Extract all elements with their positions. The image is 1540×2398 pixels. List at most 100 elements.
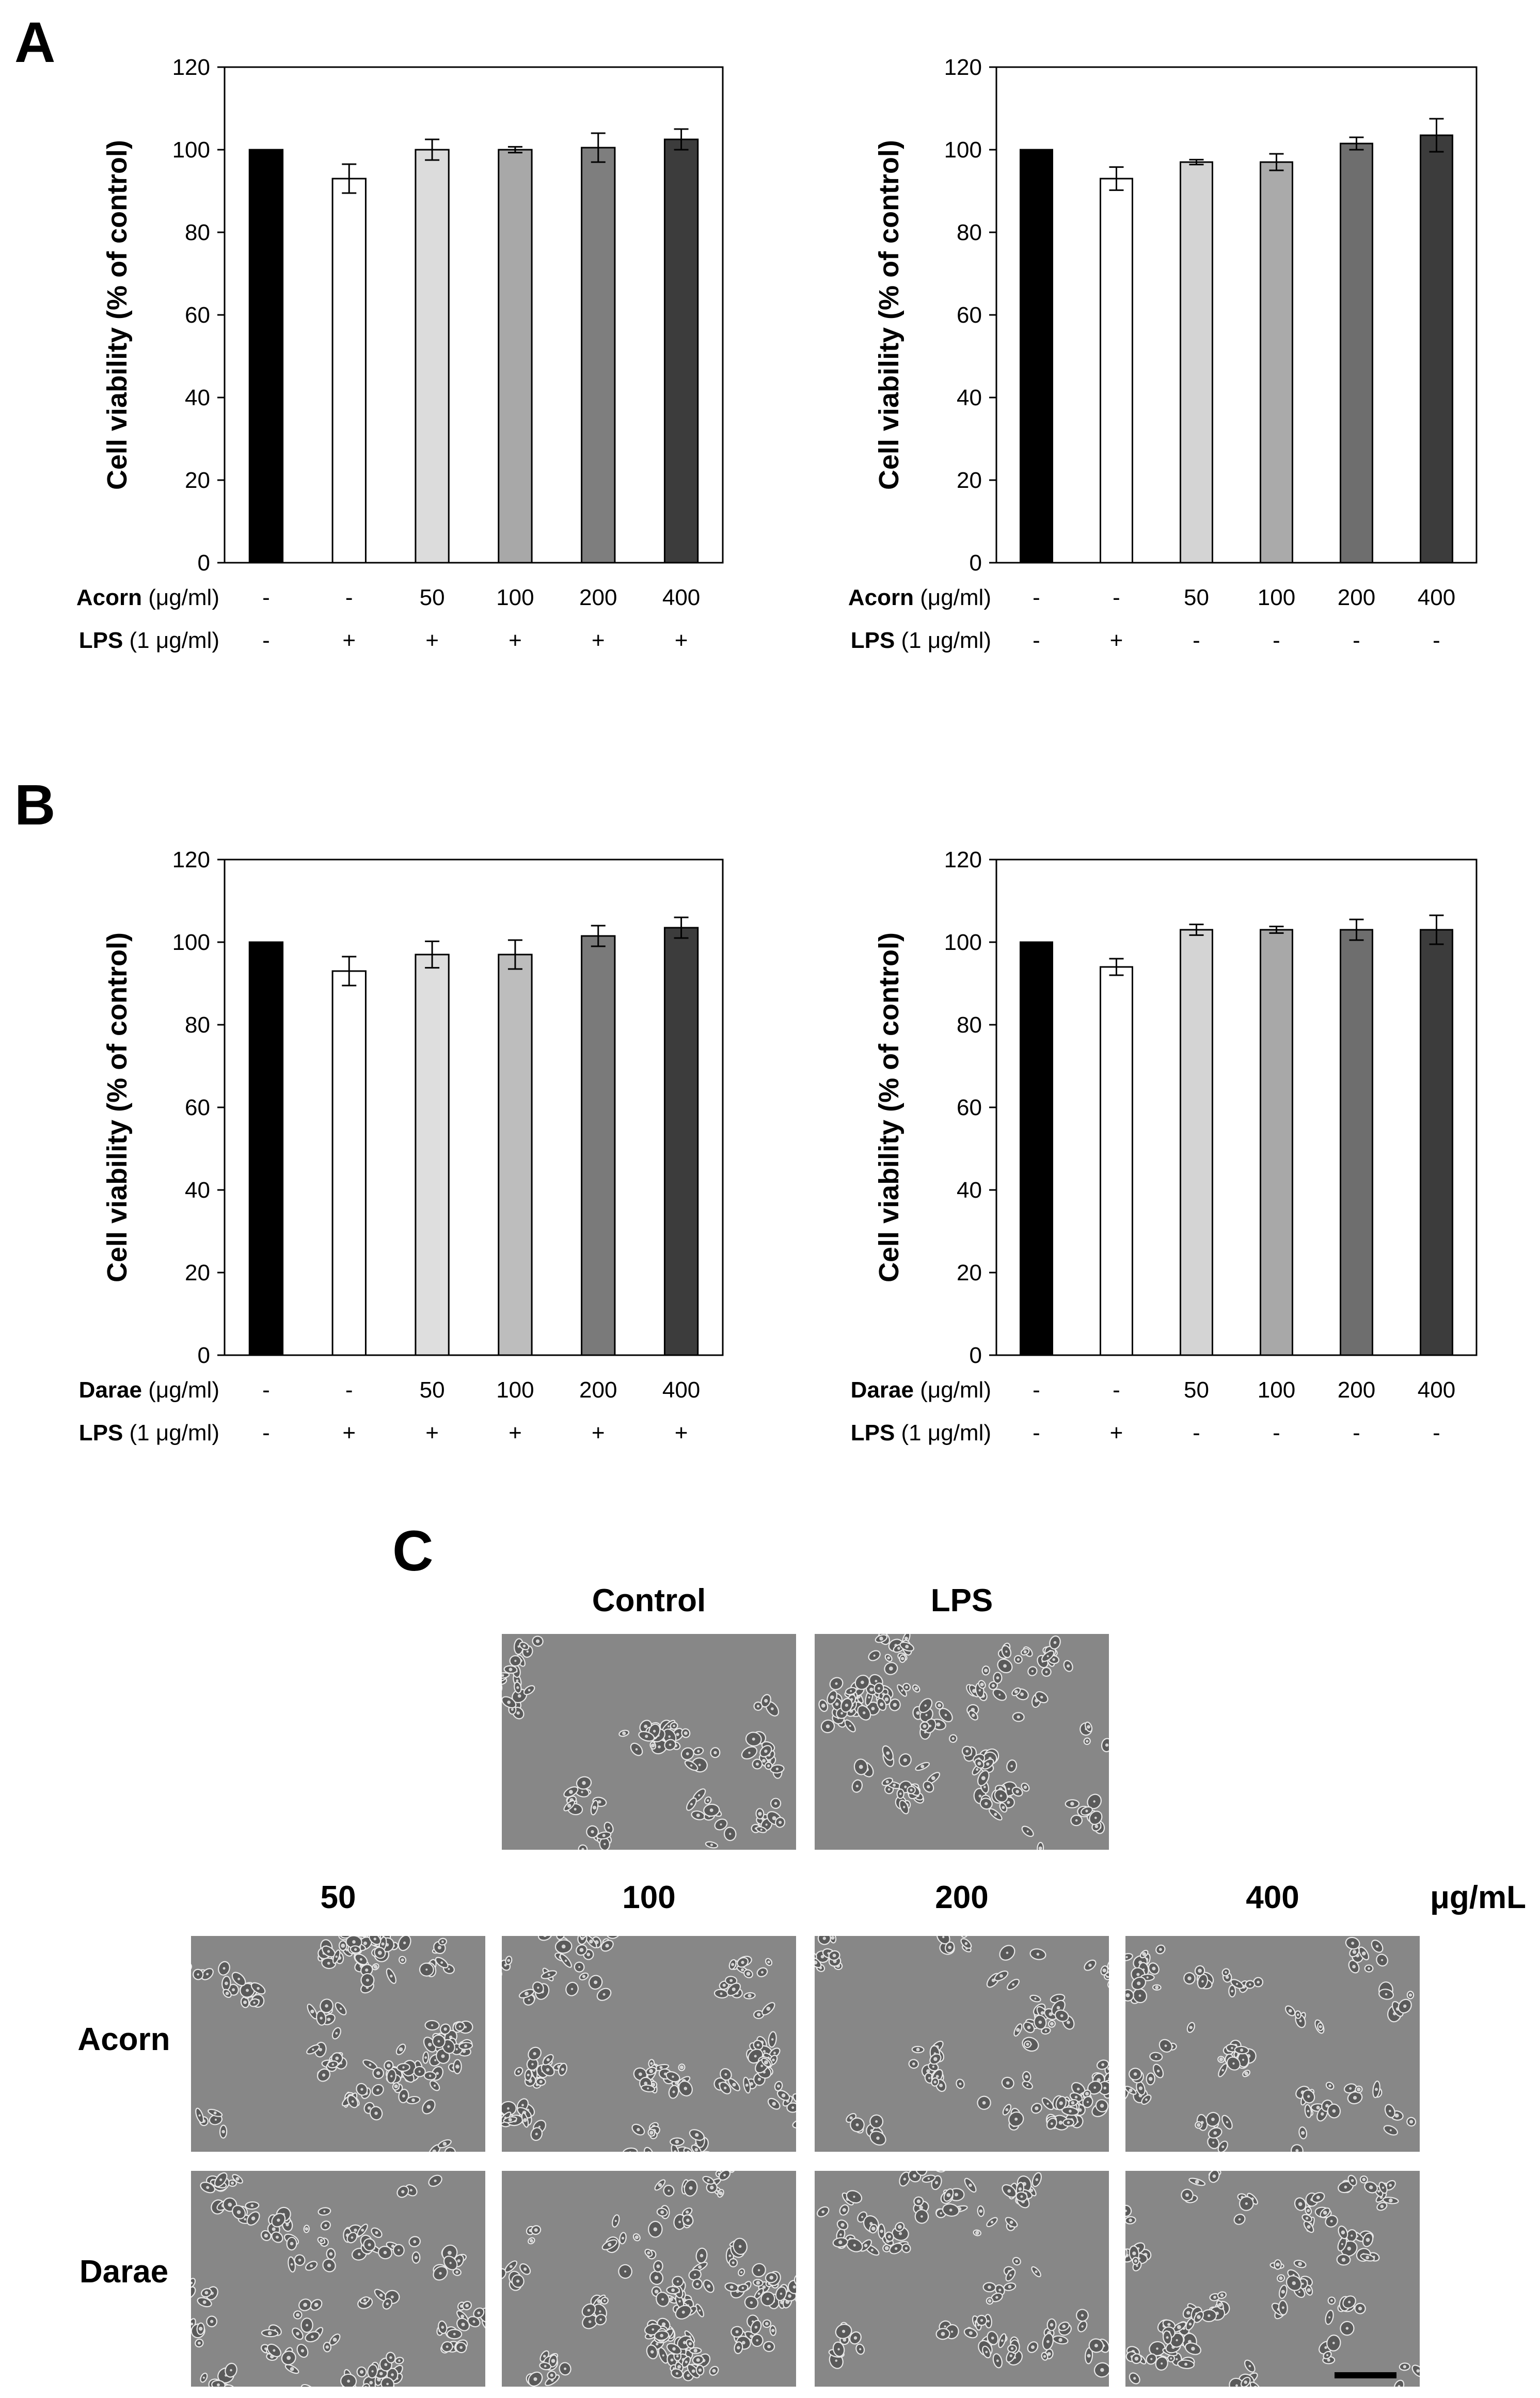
cell-highlight: [1221, 2069, 1224, 2072]
cell-highlight: [855, 1785, 859, 1788]
cell-highlight: [685, 2360, 688, 2363]
cell-highlight: [1035, 2178, 1039, 2181]
cell-highlight: [1212, 2174, 1216, 2178]
cell-highlight: [670, 2358, 674, 2362]
treatment-row-label: LPS (1 μg/ml): [851, 1420, 991, 1446]
cell-highlight: [567, 1803, 571, 1808]
cell-highlight: [564, 2367, 567, 2370]
cell-highlight: [839, 2233, 842, 2236]
cell-highlight: [1078, 2108, 1082, 2112]
cell-highlight: [1050, 2022, 1054, 2026]
cell-highlight: [676, 1733, 679, 1736]
micrograph-texture: [1125, 1936, 1420, 2152]
cell-highlight: [741, 1961, 744, 1964]
treatment-value: -: [1193, 628, 1200, 653]
cell-highlight: [440, 1961, 443, 1964]
cell-highlight: [647, 2087, 649, 2090]
cell-highlight: [298, 2259, 301, 2262]
cell-highlight: [1070, 1802, 1074, 1806]
cell-highlight: [570, 1988, 574, 1990]
cell-highlight: [859, 1765, 863, 1769]
cell-highlight: [893, 1783, 896, 1787]
cell-highlight: [1067, 1664, 1070, 1668]
cell-highlight: [273, 2349, 276, 2352]
cell-highlight: [927, 2177, 930, 2180]
cell-highlight: [748, 1752, 751, 1754]
cell-highlight: [1148, 2077, 1153, 2081]
cell-highlight: [1094, 1824, 1099, 1829]
micrograph-texture: [502, 1634, 796, 1850]
cell-highlight: [1044, 2029, 1047, 2032]
cell-highlight: [214, 2118, 217, 2121]
cell-highlight: [246, 1989, 249, 1992]
cell-highlight: [691, 2369, 695, 2373]
cell-highlight: [669, 2297, 673, 2301]
col-label-50: 50: [320, 1880, 356, 1915]
cell-highlight: [758, 1812, 762, 1816]
cell-highlight: [1031, 1670, 1034, 1673]
cell-highlight: [217, 2383, 220, 2387]
cell-highlight: [374, 2111, 378, 2115]
cell-highlight: [732, 2083, 736, 2087]
y-axis-label: Cell viability (% of control): [102, 932, 133, 1282]
cell-highlight: [1211, 2117, 1215, 2121]
treatment-value: -: [262, 1377, 270, 1403]
cell-highlight: [767, 1764, 770, 1768]
bar: [1020, 149, 1053, 564]
cell-highlight: [942, 1936, 945, 1939]
col-label-200: 200: [935, 1880, 989, 1915]
cell-highlight: [729, 2285, 734, 2289]
cell-highlight: [507, 1959, 511, 1962]
cell-highlight: [773, 2052, 776, 2055]
cell-highlight: [426, 2105, 431, 2109]
cell-highlight: [621, 2236, 625, 2240]
treatment-unit: (1 μg/ml): [895, 628, 991, 653]
cell-highlight: [944, 1713, 947, 1717]
cell-highlight: [589, 1940, 593, 1944]
cell-highlight: [1197, 2123, 1201, 2127]
cell-highlight: [868, 1696, 870, 1699]
treatment-row-label: LPS (1 μg/ml): [851, 628, 991, 653]
cell-highlight: [437, 2040, 440, 2043]
cell-highlight: [267, 2331, 272, 2336]
cell-highlight: [1276, 2262, 1280, 2267]
cell-highlight: [678, 2220, 681, 2224]
cell-highlight: [1134, 2356, 1139, 2361]
cell-highlight: [331, 2063, 335, 2066]
cell-highlight: [366, 1978, 369, 1982]
cell-highlight: [538, 2125, 541, 2128]
y-tick-label: 40: [185, 385, 210, 410]
cell-highlight: [853, 2244, 856, 2247]
treatment-name: Acorn: [76, 585, 142, 610]
bar: [1420, 134, 1453, 564]
cell-highlight: [791, 2106, 795, 2109]
cell-highlight: [677, 2365, 681, 2369]
cell-highlight: [976, 1768, 979, 1771]
cell-highlight: [539, 2080, 543, 2084]
cell-highlight: [441, 2326, 444, 2329]
bar: [1260, 929, 1293, 1356]
cell-highlight: [766, 2297, 769, 2300]
cell-highlight: [1347, 2246, 1352, 2251]
treatment-value: +: [1110, 628, 1123, 653]
cell-highlight: [676, 2355, 679, 2358]
cell-highlight: [955, 2193, 959, 2197]
bar: [581, 147, 616, 564]
treatment-value: 200: [1338, 1377, 1375, 1403]
cell-highlight: [696, 1813, 700, 1817]
cell-highlight: [685, 2210, 689, 2214]
cell-highlight: [821, 2210, 825, 2214]
cell-highlight: [1107, 2067, 1109, 2071]
cell-highlight: [527, 2073, 530, 2076]
cell-highlight: [455, 2048, 458, 2051]
cell-highlight: [662, 2354, 664, 2357]
cell-highlight: [864, 2244, 868, 2247]
cell-highlight: [375, 2231, 378, 2234]
cell-highlight: [741, 2341, 745, 2345]
treatment-value: 200: [579, 1377, 617, 1403]
cell-highlight: [698, 2265, 702, 2269]
cell-highlight: [985, 1802, 988, 1805]
cell-highlight: [335, 2056, 339, 2060]
cell-highlight: [574, 1807, 577, 1811]
micrograph-background: [815, 1634, 1109, 1850]
